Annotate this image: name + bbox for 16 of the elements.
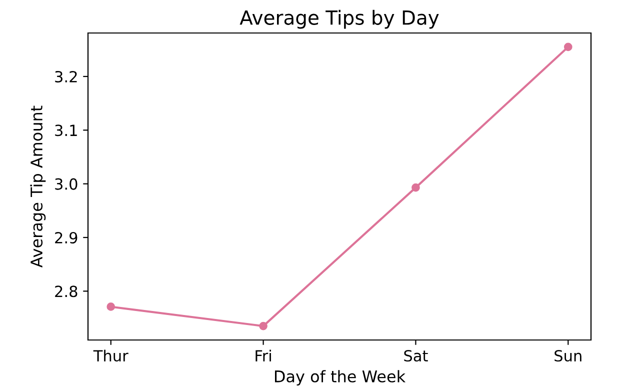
x-tick-label: Sun — [554, 350, 582, 362]
x-tick-label: Sat — [404, 350, 428, 362]
y-axis-title: Average Tip Amount — [30, 106, 46, 268]
point — [412, 183, 420, 192]
y-tick-label: 3.1 — [55, 124, 77, 136]
x-axis-title: Day of the Week — [275, 370, 406, 386]
point — [106, 302, 116, 311]
chart-title: Average Tips by Day — [240, 10, 439, 29]
y-tick-label: 2.8 — [55, 286, 78, 298]
point — [259, 322, 268, 330]
y-tick-label: 3.0 — [55, 178, 78, 190]
x-tick-label: Fri — [256, 350, 271, 362]
x-tick-label: Thur — [93, 350, 128, 362]
y-tick-label: 3.2 — [55, 70, 77, 82]
y-tick-label: 2.9 — [55, 232, 78, 244]
point — [564, 42, 572, 52]
